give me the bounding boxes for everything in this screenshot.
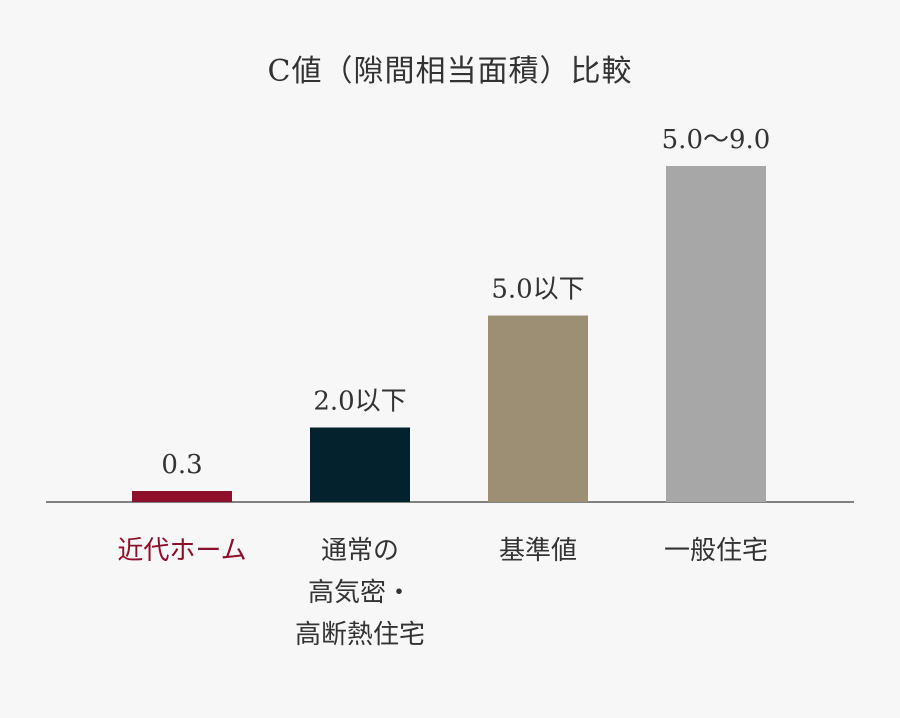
value-label-4: 5.0〜9.0 (662, 125, 771, 155)
category-label-3: 基準値 (498, 536, 577, 566)
value-label-3: 5.0以下 (491, 274, 584, 304)
bar-3 (488, 315, 588, 502)
value-label-1: 0.3 (161, 450, 202, 480)
category-label-4: 一般住宅 (663, 536, 768, 566)
category-label-2: 通常の 高気密・ 高断熱住宅 (294, 536, 425, 650)
value-label-2: 2.0以下 (313, 386, 406, 416)
category-label-1: 近代ホーム (117, 536, 247, 566)
bar-4 (666, 166, 766, 502)
chart-title: C値（隙間相当面積）比較 (267, 54, 633, 89)
bar-1 (132, 490, 232, 502)
bar-2 (310, 427, 410, 502)
